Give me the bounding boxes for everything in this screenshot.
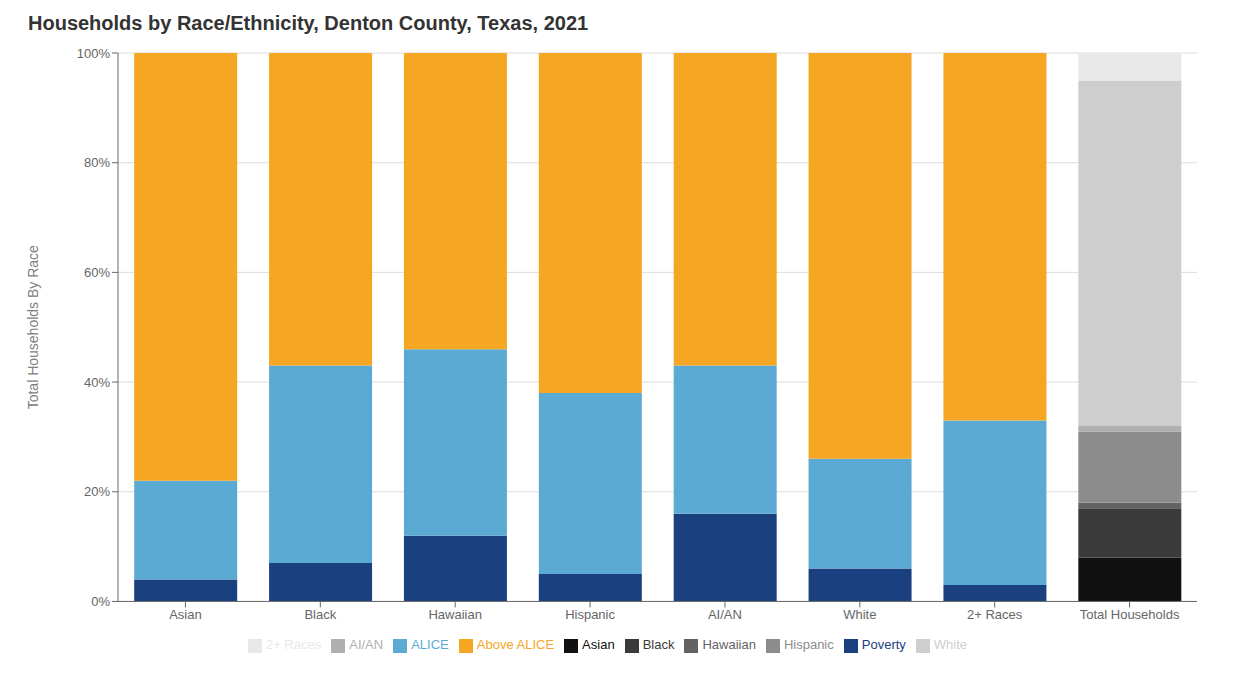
html-text:Poverty: Poverty	[861, 637, 906, 653]
svg-text:Black: Black	[304, 607, 336, 622]
svg-text:60%: 60%	[84, 265, 110, 280]
html-text:Hispanic: Hispanic	[783, 637, 834, 653]
html-text:White: White	[933, 637, 968, 653]
html-text:Households by Race/Ethnicity,: Households by Race/Ethnicity, Denton Cou…	[28, 12, 589, 34]
html-text:Above ALICE: Above ALICE	[476, 637, 555, 653]
svg-text:80%: 80%	[84, 155, 110, 170]
svg-text:Total Households: Total Households	[1080, 607, 1180, 622]
html-text:Hawaiian: Hawaiian	[702, 637, 756, 653]
svg-text:Total Households By Race: Total Households By Race	[25, 245, 41, 409]
html-text:2+ Races: 2+ Races	[265, 637, 322, 653]
html-text:ALICE: ALICE	[411, 637, 449, 653]
svg-text:Hispanic: Hispanic	[565, 607, 615, 622]
svg-text:100%: 100%	[77, 46, 111, 61]
svg-text:Hawaiian: Hawaiian	[428, 607, 481, 622]
svg-text:0%: 0%	[91, 594, 110, 609]
svg-text:Asian: Asian	[169, 607, 202, 622]
html-text:AI/AN: AI/AN	[349, 637, 384, 653]
svg-text:White: White	[843, 607, 876, 622]
svg-text:40%: 40%	[84, 375, 110, 390]
svg-text:AI/AN: AI/AN	[708, 607, 742, 622]
svg-text:2+ Races: 2+ Races	[967, 607, 1023, 622]
svg-text:20%: 20%	[84, 484, 110, 499]
html-text:Black: Black	[642, 637, 675, 653]
html-text:Asian: Asian	[582, 637, 615, 653]
